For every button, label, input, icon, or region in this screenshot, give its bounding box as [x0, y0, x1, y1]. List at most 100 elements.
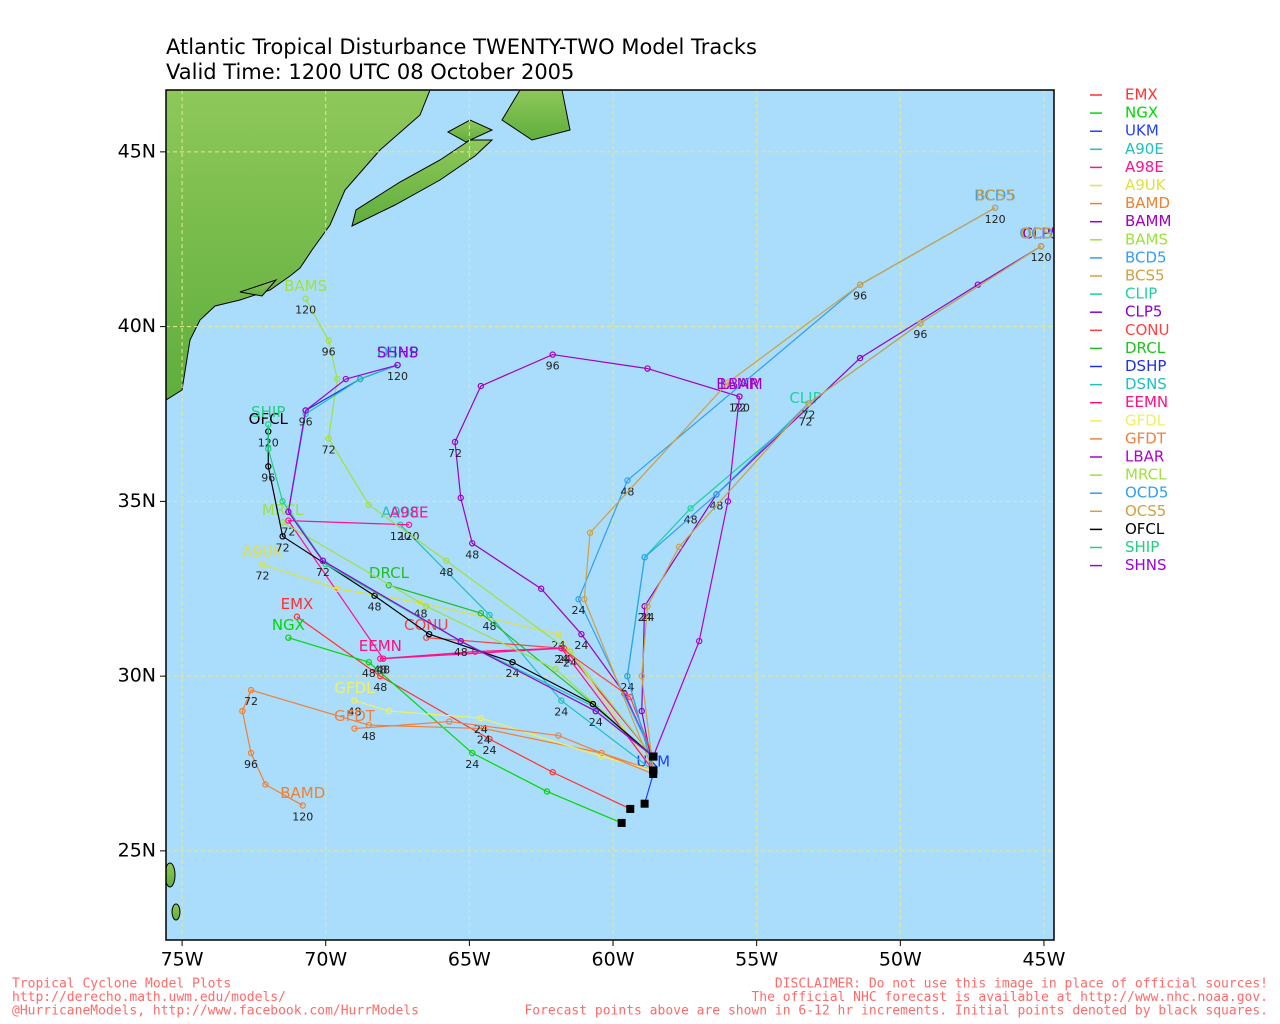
footer-left: http://derecho.math.uwm.edu/models/: [12, 990, 286, 1005]
track-label: LBAR: [720, 375, 759, 393]
forecast-hour: 24: [589, 716, 603, 729]
plot-frame: [165, 89, 1055, 941]
forecast-point: [265, 445, 272, 453]
forecast-point: [624, 477, 631, 484]
chart-title: Atlantic Tropical Disturbance TWENTY-TWO…: [166, 35, 757, 59]
legend-label: SHIP: [1125, 538, 1159, 556]
legend-label: NGX: [1125, 104, 1158, 122]
track-label: GFDL: [334, 679, 375, 697]
track: [305, 298, 654, 757]
x-tick-label: 70W: [304, 949, 347, 971]
track: [282, 521, 654, 757]
forecast-hour: 48: [454, 646, 468, 659]
forecast-point: [638, 707, 645, 715]
y-tick-label: 25N: [118, 839, 156, 861]
track-label: DRCL: [369, 564, 410, 582]
legend-label: BCS5: [1125, 267, 1165, 285]
forecast-point: [302, 407, 309, 414]
legend-label: BAMM: [1125, 212, 1171, 230]
track-label: A9UK: [242, 543, 284, 561]
forecast-hour: 72: [732, 402, 746, 415]
forecast-point: [262, 781, 269, 788]
forecast-point: [342, 375, 350, 383]
forecast-point: [325, 337, 332, 344]
forecast-point: [385, 707, 393, 715]
forecast-hour: 72: [256, 569, 270, 582]
forecast-hour: 48: [414, 608, 428, 621]
track-label: OFCL: [249, 410, 289, 428]
forecast-hour: 72: [276, 541, 290, 554]
initial-point: [640, 799, 649, 808]
track: [652, 396, 741, 757]
forecast-hour: 120: [387, 370, 408, 383]
y-tick-label: 40N: [118, 315, 156, 337]
forecast-point: [558, 697, 565, 704]
track-label: SHNS: [377, 344, 419, 362]
forecast-point: [259, 561, 266, 568]
legend-label: OCS5: [1125, 502, 1166, 520]
track: [644, 773, 654, 804]
forecast-point: [598, 753, 605, 760]
track: [267, 431, 654, 757]
forecast-point: [644, 365, 651, 372]
forecast-point: [486, 611, 493, 619]
track-label: BAMD: [280, 784, 325, 802]
track-label: BAMS: [284, 277, 327, 295]
long-island: [239, 278, 278, 297]
forecast-point: [644, 603, 651, 610]
forecast-hour: 24: [638, 611, 652, 624]
footer-left: Tropical Cyclone Model Plots: [12, 977, 231, 992]
forecast-point: [351, 697, 358, 704]
forecast-point: [351, 725, 358, 732]
x-tick-label: 50W: [879, 949, 922, 971]
forecast-hour: 48: [373, 664, 387, 677]
track-label: DSHP: [377, 344, 418, 362]
forecast-point: [247, 749, 255, 757]
forecast-hour: 48: [362, 667, 376, 680]
forecast-point: [624, 672, 631, 680]
forecast-point: [552, 665, 559, 673]
footer-right: Forecast points above are shown in 6-12 …: [524, 1004, 1268, 1019]
forecast-point: [856, 354, 864, 362]
forecast-point: [724, 498, 732, 505]
legend-label: BCD5: [1125, 248, 1167, 266]
forecast-point: [581, 596, 588, 603]
initial-point: [649, 752, 658, 761]
track-label: CLP5: [1022, 225, 1059, 243]
track: [641, 245, 1042, 771]
legend-label: OCD5: [1125, 484, 1168, 502]
forecast-hour: 96: [913, 328, 927, 341]
legend-label: EMX: [1125, 86, 1158, 104]
forecast-point: [917, 319, 924, 327]
forecast-point: [675, 543, 683, 551]
forecast-hour: 96: [546, 360, 560, 373]
forecast-point: [713, 491, 720, 498]
forecast-hour: 24: [477, 734, 491, 747]
forecast-hour: 96: [853, 290, 867, 303]
forecast-point: [451, 438, 459, 446]
legend-label: A98E: [1125, 158, 1164, 176]
forecast-hour: 120: [295, 304, 316, 317]
legend-label: DRCL: [1125, 339, 1166, 357]
forecast-point: [724, 379, 732, 386]
track: [454, 353, 740, 757]
forecast-point: [457, 637, 464, 645]
track-label: DSNS: [377, 344, 419, 362]
y-tick-label: 30N: [118, 665, 156, 687]
forecast-point: [394, 361, 401, 369]
initial-point: [626, 804, 635, 813]
track: [287, 364, 654, 757]
forecast-point: [477, 714, 485, 722]
legend-label: LBAR: [1125, 448, 1164, 466]
forecast-point: [247, 686, 255, 694]
forecast-point: [425, 630, 433, 638]
forecast-hour: 72: [322, 443, 336, 456]
forecast-point: [279, 498, 286, 505]
island: [166, 862, 176, 888]
legend-label: BAMS: [1125, 230, 1168, 248]
track-label: MRCL: [262, 501, 304, 519]
track-label: CONU: [404, 616, 448, 634]
forecast-hour: 72: [448, 447, 462, 460]
